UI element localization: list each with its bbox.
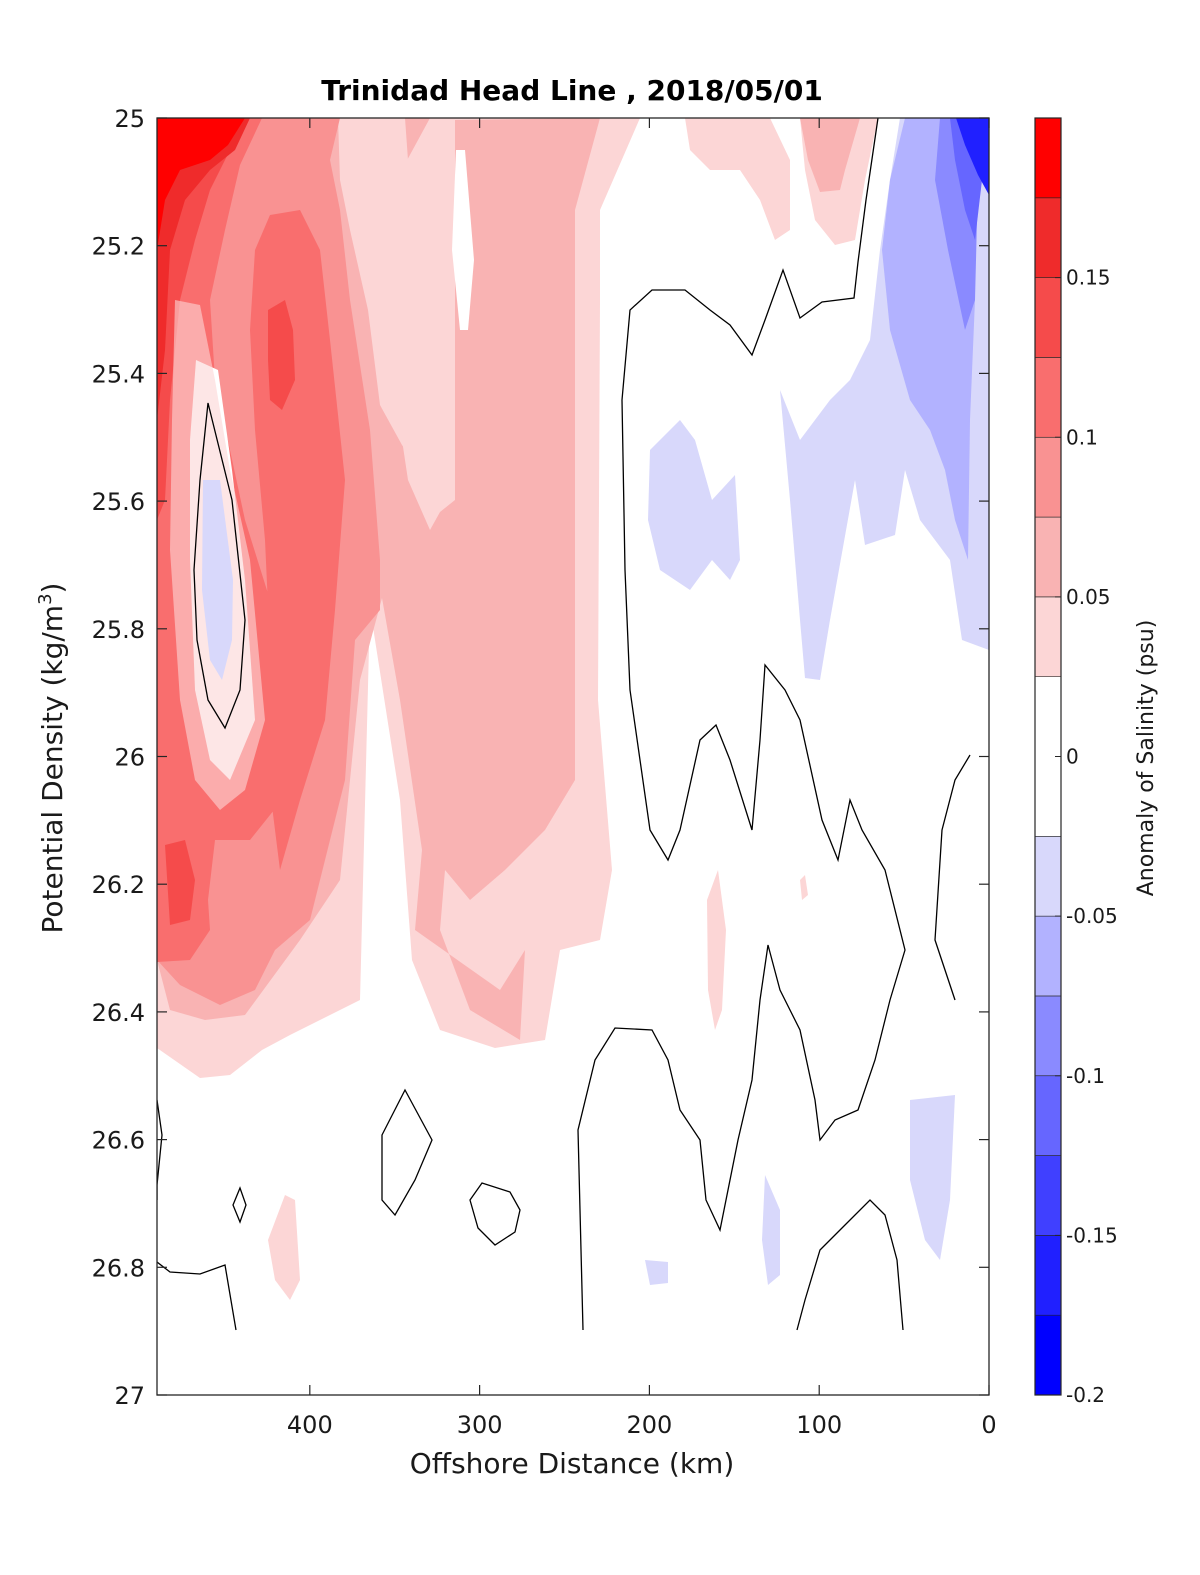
colorbar-tick-label: -0.15 xyxy=(1066,1223,1118,1247)
y-tick-label: 25.4 xyxy=(92,360,145,388)
zero-contour-line xyxy=(577,118,906,1331)
colorbar-band xyxy=(1034,596,1062,677)
colorbar-tick-label: 0 xyxy=(1066,745,1079,769)
y-tick-label: 26.6 xyxy=(92,1127,145,1155)
y-tick-label: 27 xyxy=(114,1382,145,1410)
y-axis: 25 25.2 25.4 25.6 25.8 26 26.2 26.4 26.6 26.8 27 xyxy=(92,105,989,1410)
colorbar-tick-label: -0.1 xyxy=(1066,1064,1105,1088)
contour-west-pos-150 xyxy=(157,118,250,420)
colorbar-band xyxy=(1034,197,1062,278)
colorbar-band xyxy=(1034,995,1062,1077)
x-axis-label: Offshore Distance (km) xyxy=(410,1447,735,1480)
colorbar-band xyxy=(1034,915,1062,997)
contour-east-neg-150 xyxy=(956,118,989,195)
colorbar-band xyxy=(1034,836,1062,917)
y-axis-label-superscript: 3 xyxy=(35,593,56,604)
y-tick-label: 26.2 xyxy=(92,871,145,899)
colorbar-band xyxy=(1034,516,1062,598)
y-tick-label: 25 xyxy=(114,105,145,133)
chart-title: Trinidad Head Line , 2018/05/01 xyxy=(321,74,823,107)
zero-contour-line xyxy=(157,1099,163,1200)
colorbar-tick-label: 0.1 xyxy=(1066,425,1098,449)
contour-fills xyxy=(157,118,989,1300)
colorbar-band xyxy=(1034,1235,1062,1316)
x-tick-label: 0 xyxy=(981,1411,996,1439)
zero-contour-line xyxy=(232,1186,247,1224)
plot-area: 400 300 200 100 0 25 25.2 25.4 25.6 25.8 26 26.2 26… xyxy=(92,105,997,1439)
y-tick-label: 26 xyxy=(114,744,145,772)
contour-east-pos-b xyxy=(800,118,860,192)
y-tick-label: 26.8 xyxy=(92,1254,145,1282)
zero-contour-line xyxy=(157,1261,237,1331)
y-tick-label: 26.4 xyxy=(92,999,145,1027)
zero-contour-line xyxy=(469,1182,521,1246)
colorbar-band xyxy=(1034,436,1062,518)
x-tick-label: 100 xyxy=(796,1411,842,1439)
y-axis-label-main: Potential Density (kg/m xyxy=(36,605,69,934)
colorbar-bands xyxy=(1034,117,1062,1396)
colorbar-tick-label: -0.2 xyxy=(1066,1383,1105,1407)
colorbar-tick-label: 0.05 xyxy=(1066,585,1111,609)
colorbar: -0.2 -0.15 -0.1 -0.05 0 0.05 0.1 0.15 Anomaly o… xyxy=(1034,117,1159,1407)
colorbar-tick-label: 0.15 xyxy=(1066,266,1111,290)
y-axis-label: Potential Density (kg/m3) xyxy=(35,583,69,934)
zero-contour-lines xyxy=(157,118,971,1331)
x-tick-label: 400 xyxy=(287,1411,333,1439)
x-tick-label: 200 xyxy=(627,1411,673,1439)
contour-west-gap xyxy=(338,118,430,470)
colorbar-band xyxy=(1034,277,1062,358)
contour-east-neg-025 xyxy=(645,118,989,1285)
zero-contour-line xyxy=(934,754,971,1001)
x-tick-label: 300 xyxy=(457,1411,503,1439)
zero-contour-line xyxy=(193,402,246,730)
y-tick-label: 25.8 xyxy=(92,616,145,644)
colorbar-band xyxy=(1034,1155,1062,1236)
colorbar-ticks: -0.2 -0.15 -0.1 -0.05 0 0.05 0.1 0.15 xyxy=(1055,266,1118,1407)
contour-west-neg-pocket xyxy=(202,480,233,680)
zero-contour-line xyxy=(796,1199,904,1331)
y-axis-label-close: ) xyxy=(36,583,69,594)
zero-contour-line xyxy=(381,1088,433,1217)
colorbar-band xyxy=(1034,117,1062,199)
colorbar-label: Anomaly of Salinity (psu) xyxy=(1134,620,1159,897)
colorbar-band xyxy=(1034,1075,1062,1156)
colorbar-band xyxy=(1034,357,1062,438)
contour-west-white-sliver xyxy=(452,150,474,330)
y-tick-label: 25.6 xyxy=(92,488,145,516)
contour-west-pos-175 xyxy=(157,118,245,250)
x-axis: 400 300 200 100 0 xyxy=(287,118,997,1439)
colorbar-band xyxy=(1034,1314,1062,1396)
colorbar-tick-label: -0.05 xyxy=(1066,904,1118,928)
y-tick-label: 25.2 xyxy=(92,233,145,261)
